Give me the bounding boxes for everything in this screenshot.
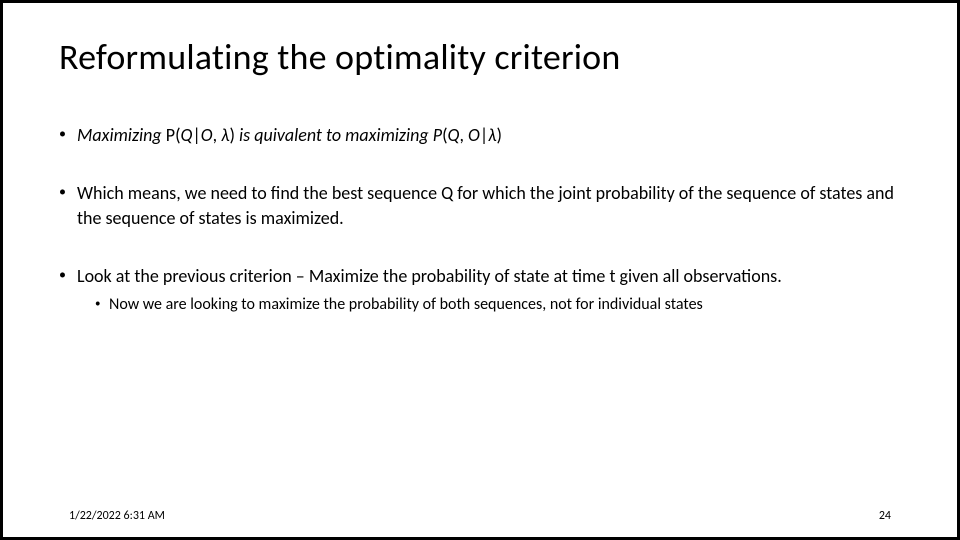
slide: Reformulating the optimality criterion M… bbox=[0, 0, 960, 540]
sub-bullet-text: Now we are looking to maximize the proba… bbox=[109, 295, 703, 314]
bullet-list: Maximizing P(Q|O, λ) is quivalent to max… bbox=[59, 123, 901, 316]
footer-timestamp: 1/22/2022 6:31 AM bbox=[69, 509, 165, 523]
slide-title: Reformulating the optimality criterion bbox=[59, 35, 620, 79]
bullet-text: Look at the previous criterion – Maximiz… bbox=[77, 265, 782, 287]
bullet-text: Which means, we need to find the best se… bbox=[77, 182, 894, 228]
sub-bullet-item: Now we are looking to maximize the proba… bbox=[95, 294, 901, 316]
slide-footer: 1/22/2022 6:31 AM 24 bbox=[3, 509, 957, 523]
bullet-item: Maximizing P(Q|O, λ) is quivalent to max… bbox=[59, 123, 901, 147]
bullet-text-math: Maximizing P(Q|O, λ) is quivalent to max… bbox=[77, 124, 502, 146]
slide-content: Maximizing P(Q|O, λ) is quivalent to max… bbox=[59, 123, 901, 350]
bullet-item: Which means, we need to find the best se… bbox=[59, 181, 901, 230]
bullet-item: Look at the previous criterion – Maximiz… bbox=[59, 264, 901, 316]
footer-page-number: 24 bbox=[879, 509, 891, 523]
sub-bullet-list: Now we are looking to maximize the proba… bbox=[77, 294, 901, 316]
